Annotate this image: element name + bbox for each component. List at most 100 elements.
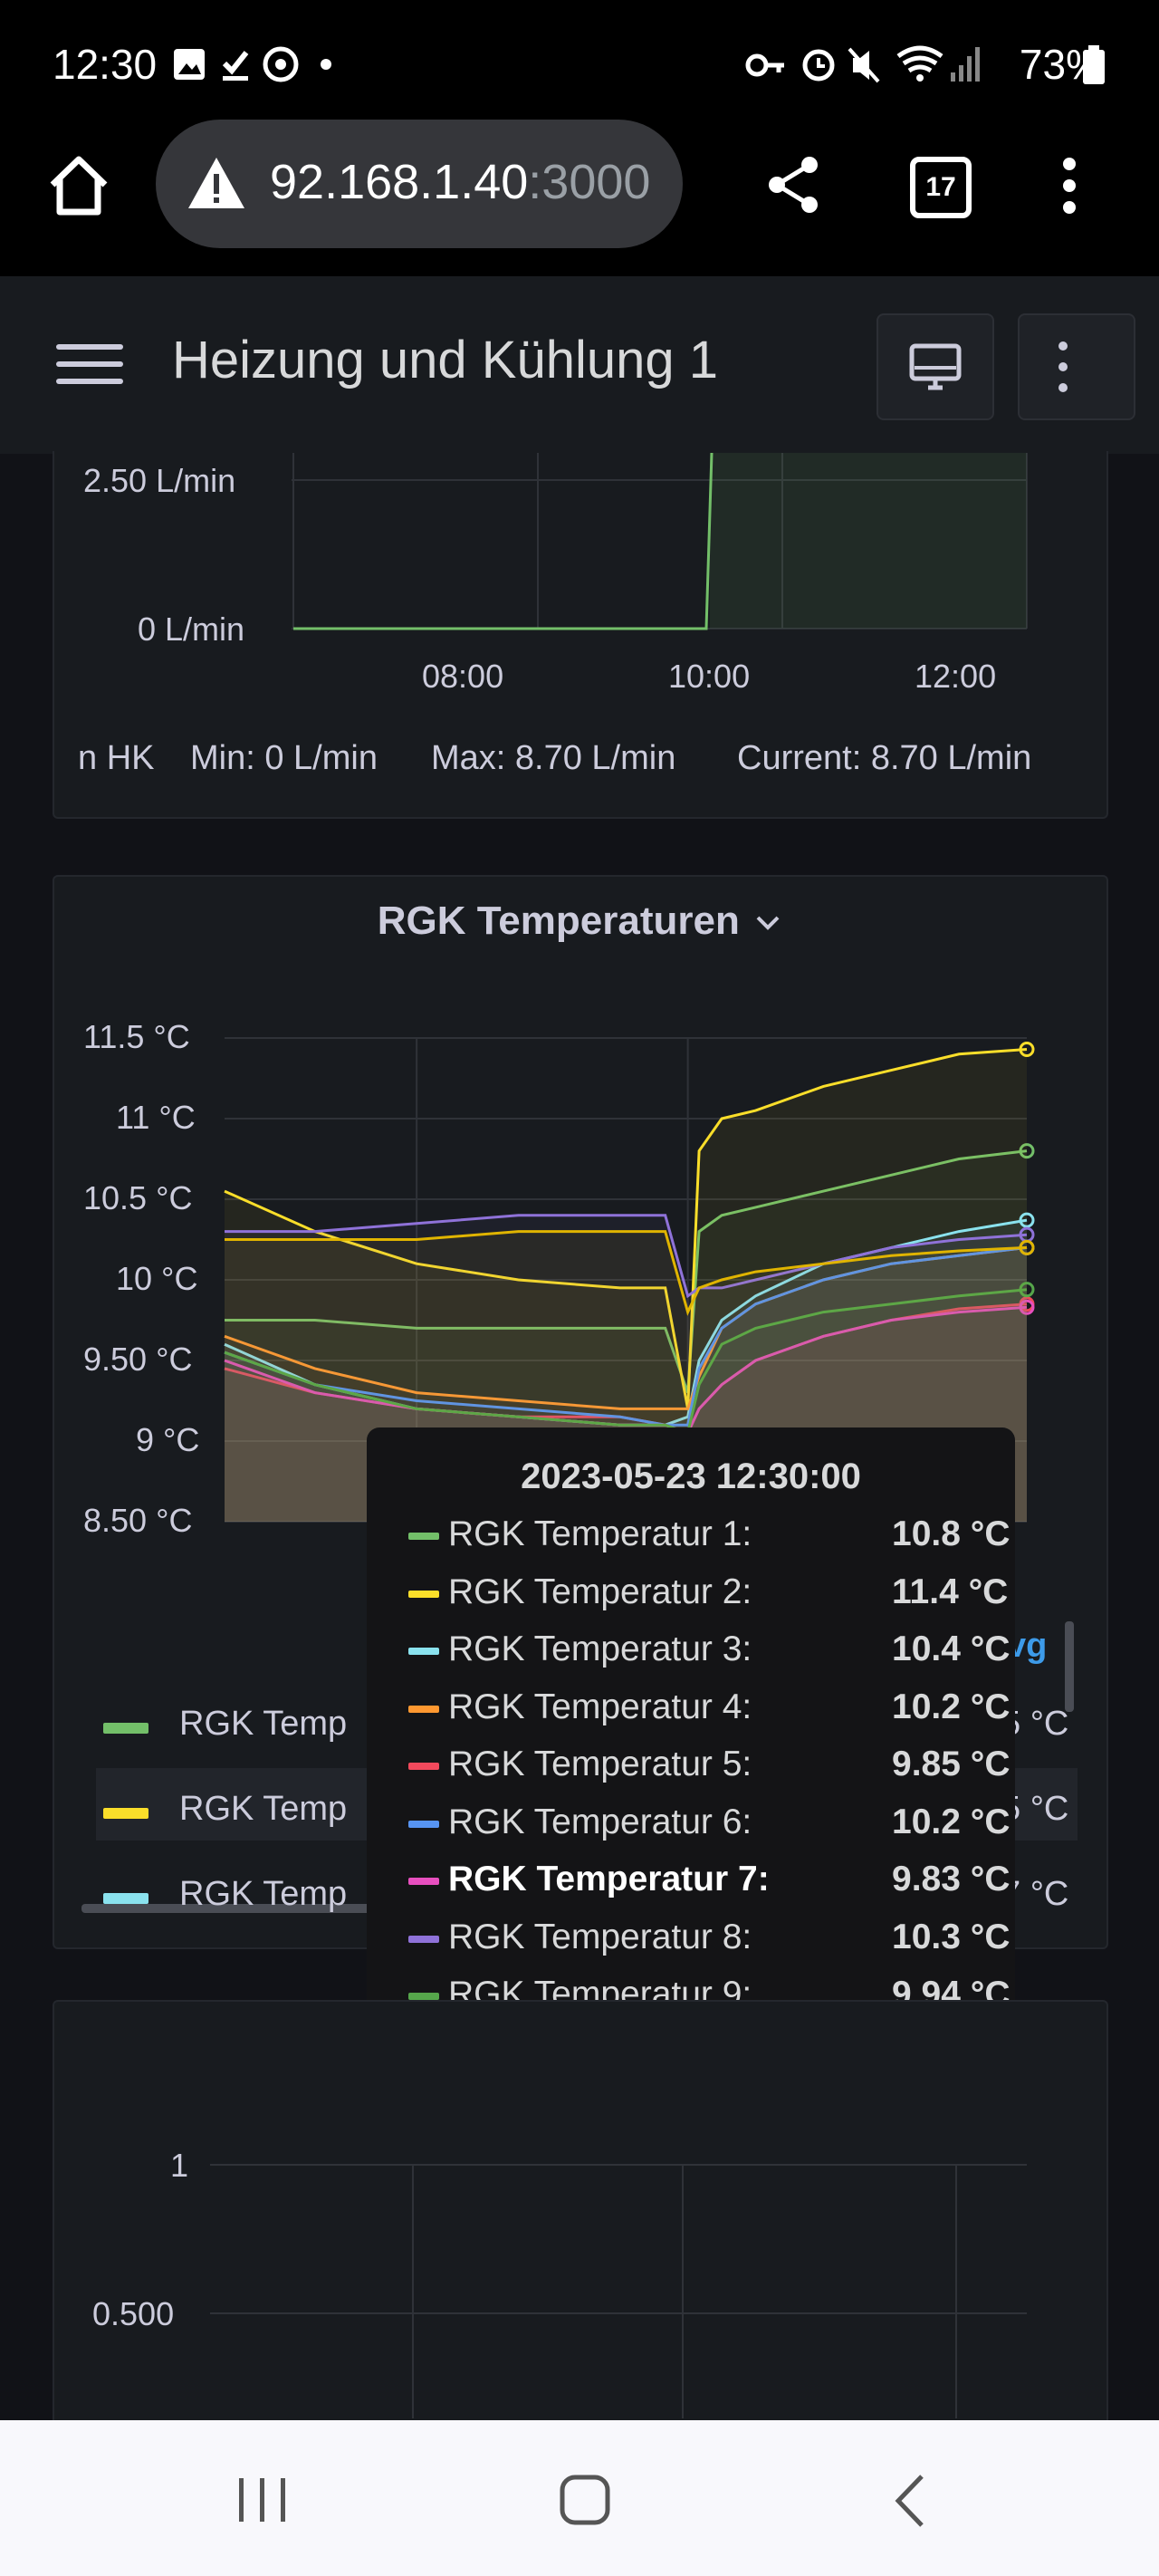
series-swatch <box>408 1820 439 1828</box>
status-icons-right <box>745 45 980 83</box>
third-panel <box>53 2000 1108 2456</box>
tooltip-row: RGK Temperatur 3: 10.4 °C <box>403 1626 1011 1678</box>
tooltip-series-value: 10.2 °C <box>892 1802 1011 1841</box>
tooltip-row: RGK Temperatur 5: 9.85 °C <box>403 1741 1011 1793</box>
url-bar[interactable] <box>156 120 683 248</box>
warning-icon[interactable] <box>187 156 246 210</box>
tooltip-row: RGK Temperatur 2: 11.4 °C <box>403 1569 1008 1621</box>
dashboard-more-button[interactable] <box>1018 313 1135 420</box>
series-line <box>224 1245 1028 1427</box>
temp-y-tick: 11 °C <box>116 1099 196 1136</box>
chevron-down-icon[interactable] <box>754 912 781 934</box>
series-line <box>225 1149 1028 1394</box>
series-swatch <box>408 1993 439 2000</box>
tooltip-series-value: 11.4 °C <box>892 1572 1009 1611</box>
chrome-icon <box>263 46 299 82</box>
tooltip-series-name: RGK Temperatur 5: <box>448 1745 752 1783</box>
tooltip-row: RGK Temperatur 4: 10.2 °C <box>403 1684 1011 1736</box>
flow-legend-current: Current: 8.70 L/min <box>737 739 1032 777</box>
tooltip-series-name: RGK Temperatur 2: <box>448 1572 752 1611</box>
dashboard-title: Heizung und Kühlung 1 <box>172 331 719 389</box>
check-icon <box>222 51 249 81</box>
panel-header[interactable]: RGK Temperaturen <box>0 899 1159 944</box>
hover-point <box>1019 1299 1035 1315</box>
third-y-tick: 1 <box>170 2147 189 2184</box>
battery-icon <box>1083 45 1105 84</box>
mute-icon <box>848 47 880 83</box>
flow-chart <box>292 453 1028 630</box>
tooltip-time: 2023-05-23 12:30:00 <box>521 1456 861 1496</box>
url-text[interactable]: 92.168.1.40:3000 <box>270 155 651 209</box>
temp-y-tick: 9 °C <box>136 1421 200 1458</box>
panel-title[interactable]: RGK Temperaturen <box>377 899 740 943</box>
legend-scrollbar[interactable] <box>1065 1621 1074 1712</box>
series-swatch <box>408 1590 439 1598</box>
hover-point <box>1019 1212 1035 1228</box>
tooltip-series-name: RGK Temperatur 6: <box>448 1802 752 1841</box>
legend-h-scrollbar[interactable] <box>81 1904 516 1913</box>
tooltip-series-name: RGK Temperatur 4: <box>448 1687 752 1726</box>
tooltip-series-value: 9.83 °C <box>892 1860 1011 1898</box>
flow-y-tick: 2.50 L/min <box>83 462 236 499</box>
key-icon <box>745 53 784 77</box>
series-swatch <box>408 1878 439 1885</box>
tv-mode-button[interactable] <box>876 313 994 420</box>
temp-y-tick: 11.5 °C <box>83 1018 190 1055</box>
home-icon[interactable] <box>47 154 110 217</box>
series-area <box>225 1049 1027 1522</box>
temp-y-tick: 9.50 °C <box>83 1341 193 1378</box>
legend-label[interactable]: RGK Temp <box>179 1875 348 1913</box>
system-nav-bar <box>0 2420 1159 2576</box>
flow-x-tick: 08:00 <box>422 658 504 695</box>
temp-y-tick: 10.5 °C <box>83 1179 193 1216</box>
tab-switcher-button[interactable]: 17 <box>910 157 972 218</box>
recents-icon[interactable] <box>235 2475 290 2525</box>
monitor-icon <box>909 343 962 390</box>
flow-legend-max: Max: 8.70 L/min <box>431 739 676 777</box>
tooltip-row: RGK Temperatur 8: 10.3 °C <box>403 1914 1011 1966</box>
legend-swatch <box>103 1723 148 1734</box>
flow-x-tick: 10:00 <box>668 658 751 695</box>
flow-x-tick: 12:00 <box>915 658 997 695</box>
more-vert-icon[interactable] <box>1056 156 1083 216</box>
status-icons-left <box>174 46 331 82</box>
temp-y-tick: 10 °C <box>116 1260 198 1297</box>
series-line <box>225 1230 1028 1316</box>
tab-count: 17 <box>925 172 956 202</box>
status-time: 12:30 <box>53 41 158 88</box>
more-vert-icon <box>1058 341 1068 392</box>
tooltip-row: RGK Temperatur 1: 10.8 °C <box>403 1511 1011 1563</box>
tooltip-series-value: 10.3 °C <box>892 1917 1011 1956</box>
series-swatch <box>408 1763 439 1770</box>
tooltip-series-value: 9.85 °C <box>892 1745 1011 1783</box>
tooltip-series-value: 10.2 °C <box>892 1687 1011 1726</box>
series-line <box>225 1214 1028 1299</box>
series-swatch <box>408 1935 439 1943</box>
series-swatch <box>408 1533 439 1540</box>
home-nav-icon[interactable] <box>558 2473 612 2527</box>
flow-area <box>710 453 1027 629</box>
share-icon[interactable] <box>766 156 822 214</box>
legend-swatch <box>103 1893 148 1904</box>
flow-line <box>293 453 714 630</box>
temperature-chart <box>224 1037 1035 1523</box>
third-y-tick: 0.500 <box>92 2295 175 2332</box>
tooltip-series-name: RGK Temperatur 1: <box>448 1514 752 1553</box>
alarm-icon <box>802 49 835 82</box>
menu-icon[interactable] <box>56 342 123 386</box>
series-line <box>224 1288 1028 1436</box>
tooltip-series-value: 10.8 °C <box>892 1514 1011 1553</box>
legend-swatch <box>103 1808 148 1819</box>
dot-icon <box>321 59 331 70</box>
tooltip-series-name: RGK Temperatur 3: <box>448 1629 752 1668</box>
back-icon[interactable] <box>891 2473 931 2529</box>
legend-label[interactable]: RGK Temp <box>179 1705 348 1743</box>
flow-y-tick: 0 L/min <box>138 610 245 648</box>
status-bar: 12:30 73% <box>0 0 1159 131</box>
tooltip-series-name: RGK Temperatur 8: <box>448 1917 752 1956</box>
series-swatch <box>408 1648 439 1655</box>
series-line <box>224 1048 1028 1409</box>
wifi-icon <box>896 45 943 82</box>
legend-label[interactable]: RGK Temp <box>179 1790 348 1828</box>
hover-point <box>1019 1239 1035 1255</box>
